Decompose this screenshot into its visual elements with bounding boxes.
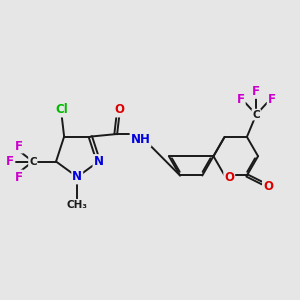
Text: O: O	[263, 180, 273, 193]
Text: F: F	[15, 170, 23, 184]
Text: N: N	[93, 155, 103, 168]
Text: O: O	[114, 103, 124, 116]
Text: Cl: Cl	[55, 103, 68, 116]
Text: C: C	[252, 110, 260, 120]
Text: F: F	[268, 93, 276, 106]
Text: N: N	[72, 170, 82, 183]
Text: NH: NH	[130, 133, 150, 146]
Text: C: C	[29, 157, 37, 166]
Text: F: F	[237, 93, 245, 106]
Text: F: F	[252, 85, 260, 98]
Text: F: F	[15, 140, 23, 153]
Text: CH₃: CH₃	[67, 200, 88, 210]
Text: O: O	[224, 170, 234, 184]
Text: F: F	[6, 155, 14, 168]
